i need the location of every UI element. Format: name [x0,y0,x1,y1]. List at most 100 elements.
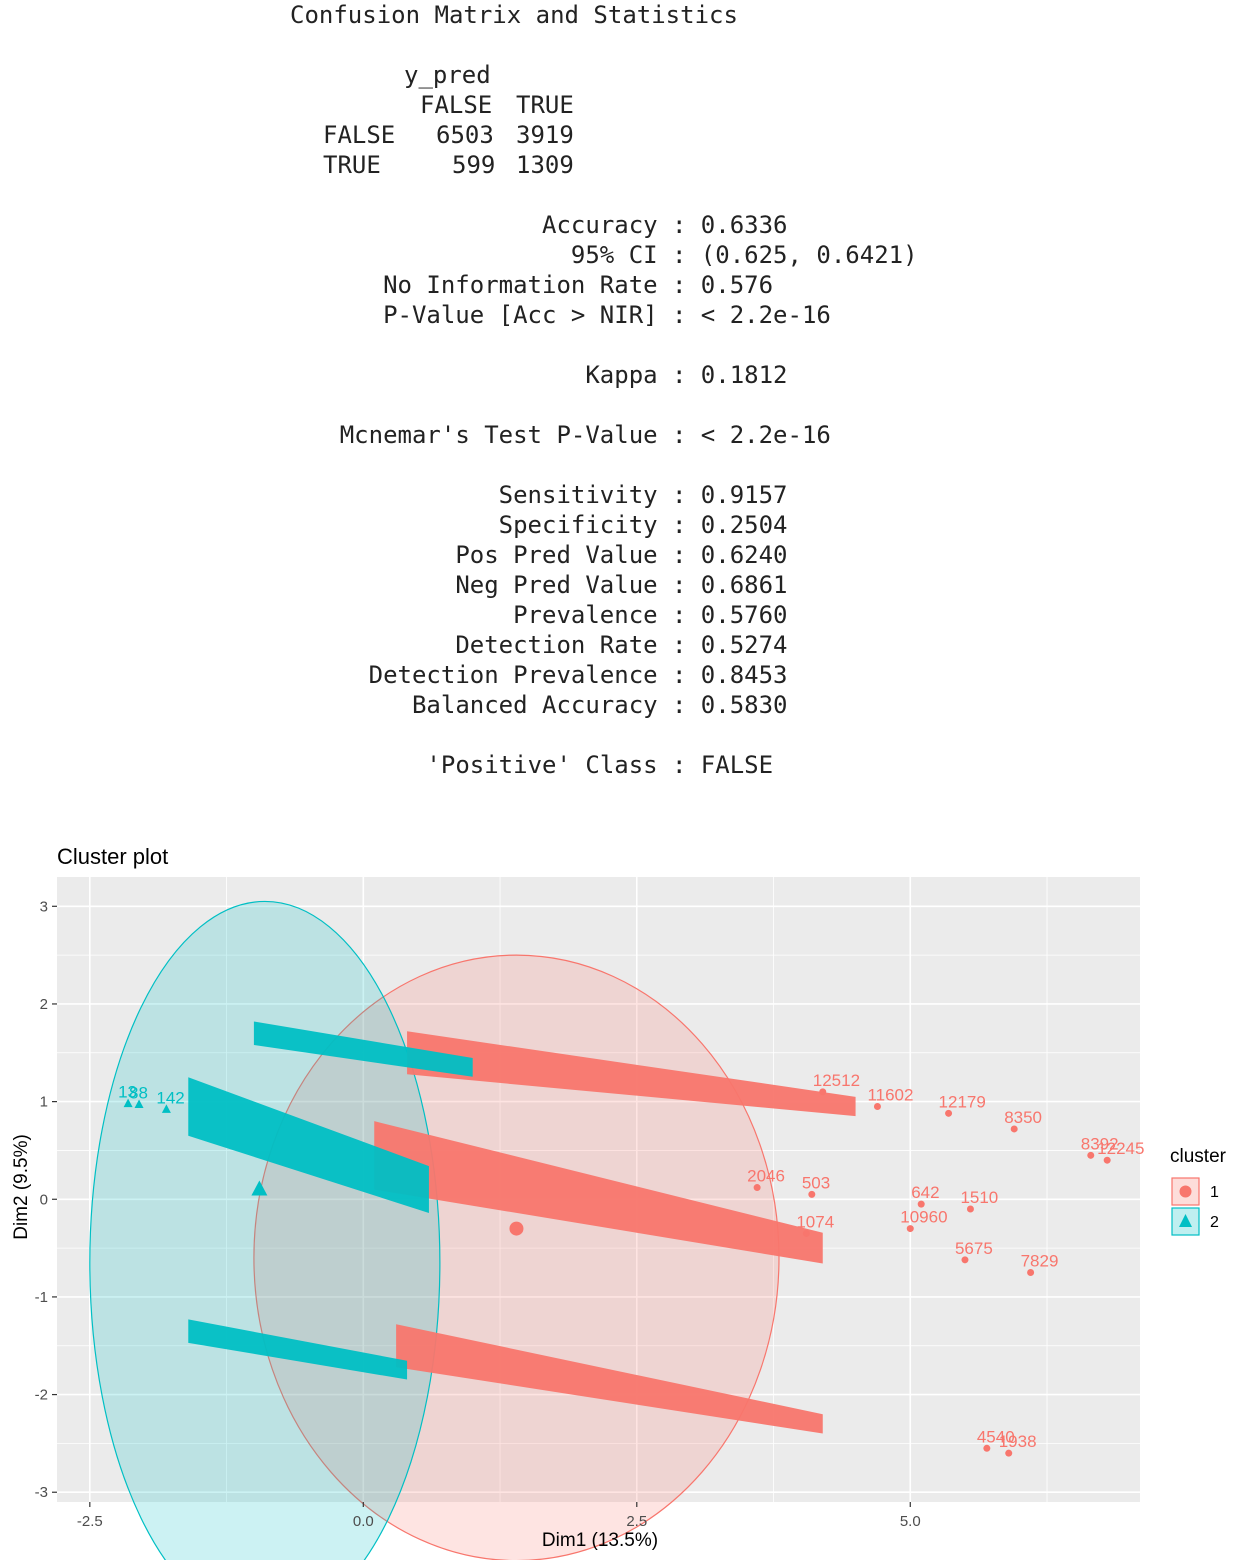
stat-value: 0.6240 [700,541,788,569]
stat-label: Accuracy [542,211,658,239]
stat-label: Mcnemar's Test P-Value [339,421,658,449]
cluster-ellipse-2 [89,900,441,1560]
stat-label: Balanced Accuracy [411,691,658,719]
stat-label: Detection Prevalence [368,661,658,689]
stat-label: P-Value [Acc > NIR] [383,301,658,329]
point-label: 12245 [1097,1139,1144,1158]
stat-label: Pos Pred Value [455,541,658,569]
cluster-2-band [188,1077,429,1213]
matrix-row-label: FALSE [323,121,396,149]
cluster-1-band [396,1324,823,1434]
cluster-1-point [917,1200,925,1208]
y-tick-label: 3 [40,898,48,915]
stat-separator: : [672,571,687,599]
stat-label: 'Positive' Class [426,751,658,779]
stat-separator: : [672,481,687,509]
cluster-1-point [983,1444,991,1452]
point-label: 4540 [977,1427,1015,1446]
legend: cluster 1 2 [1170,1146,1227,1236]
matrix-row-variable: y_pred [404,61,491,89]
stat-separator: : [672,421,687,449]
stat-value: 0.5830 [700,691,788,719]
point-label: 12179 [939,1092,986,1111]
cluster-ellipse-1 [253,954,780,1560]
stat-separator: : [672,631,687,659]
cluster-1-point [906,1225,914,1233]
console-output: Confusion Matrix and Statistics y_pred F… [290,1,918,779]
point-label: 13 [118,1083,137,1102]
stat-value: FALSE [700,751,774,779]
x-tick-label: -2.5 [77,1513,103,1530]
cluster-2-point [161,1104,171,1113]
cluster-2-band [188,1319,408,1380]
matrix-col-header-false: FALSE [420,91,493,119]
cluster-1-point [1010,1125,1018,1133]
stat-separator: : [672,271,687,299]
stat-label: Sensitivity [498,481,658,509]
legend-title: cluster [1170,1146,1227,1167]
stat-value: < 2.2e-16 [700,421,831,449]
cluster-1-point [961,1256,969,1264]
stat-separator: : [672,361,687,389]
cluster-2-point [134,1099,144,1109]
point-label: 1938 [999,1432,1037,1451]
legend-label: 2 [1210,1214,1219,1231]
y-tick-label: -1 [35,1289,48,1306]
stat-separator: : [672,301,687,329]
x-tick-label: 0.0 [353,1513,374,1530]
point-label: 10960 [900,1208,947,1227]
stat-separator: : [672,691,687,719]
point-label: 5675 [955,1239,993,1258]
point-label: 642 [911,1183,939,1202]
cluster-2-band [253,1021,473,1077]
point-label: 12512 [813,1071,860,1090]
stat-value: 0.6336 [700,211,788,239]
cluster-1-centroid [509,1221,524,1236]
cluster-2-centroid [251,1180,268,1196]
stat-separator: : [672,211,687,239]
x-tick-label: 5.0 [900,1513,921,1530]
matrix-cell: 599 [452,151,496,179]
axes: -2.5 0.0 2.5 5.0 -3 -2 -1 0 1 2 3 [35,898,921,1530]
stat-value: 0.8453 [700,661,788,689]
stat-value: 0.2504 [700,511,788,539]
console-heading: Confusion Matrix and Statistics [290,1,738,29]
x-tick-label: 2.5 [626,1513,647,1530]
legend-label: 1 [1210,1184,1219,1201]
cluster-1-point [945,1109,953,1117]
matrix-cell: 3919 [516,121,574,149]
matrix-row-label: TRUE [323,151,381,179]
cluster-ellipses [89,900,780,1560]
cluster-2-point [123,1098,133,1108]
cluster-1-point [808,1190,816,1198]
point-label: 8350 [1004,1108,1042,1127]
stat-label: Detection Rate [455,631,658,659]
cluster-1-point [802,1229,810,1237]
chart-title: Cluster plot [57,844,168,869]
matrix-cell: 1309 [516,151,574,179]
cluster-1-point [873,1102,881,1110]
cluster-1-point [753,1184,761,1192]
stat-value: 0.576 [700,271,774,299]
stat-value: 0.9157 [700,481,788,509]
point-label: 1510 [960,1188,998,1207]
legend-triangle-icon [1179,1214,1192,1227]
cluster-1-point [1005,1449,1013,1457]
stat-separator: : [672,511,687,539]
y-tick-label: -2 [35,1387,48,1404]
point-label: 142 [156,1088,184,1107]
cluster-point-bands [188,1021,856,1434]
y-tick-label: 0 [40,1191,48,1208]
stat-value: 0.6861 [700,571,788,599]
y-tick-label: 1 [40,1094,48,1111]
stat-label: 95% CI [570,241,658,269]
point-label: 1074 [796,1212,834,1231]
cluster-plot: Cluster plot 12512 11602 12179 8350 83921224… [11,844,1227,1560]
cluster-1-point [819,1088,827,1096]
y-tick-label: -3 [35,1484,48,1501]
stat-label: Specificity [498,511,658,539]
stat-label: Kappa [585,361,658,389]
point-label: 8392 [1081,1134,1119,1153]
point-label: 88 [129,1084,148,1103]
point-label: 11602 [867,1085,913,1104]
